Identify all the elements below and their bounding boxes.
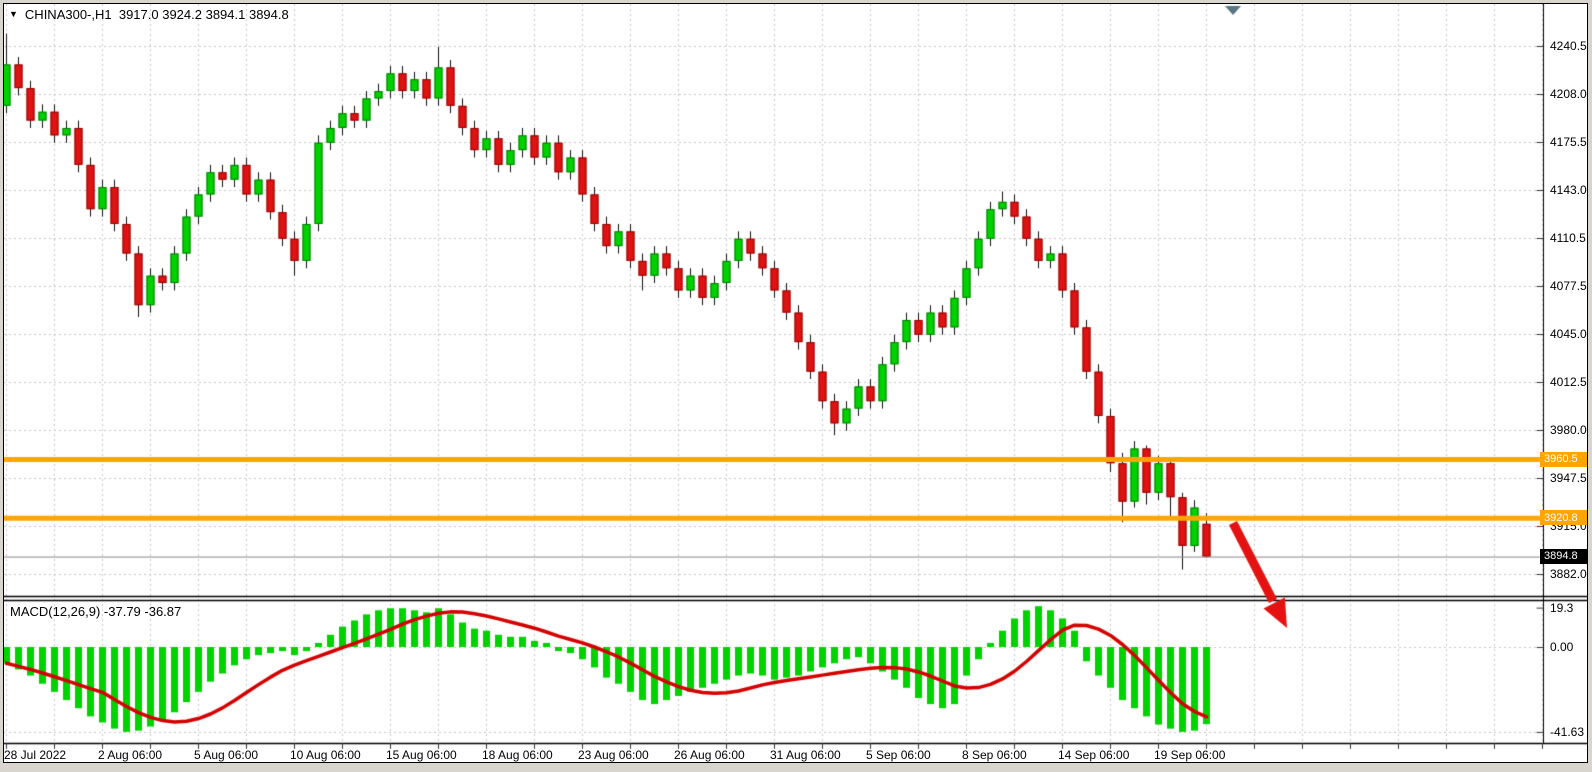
macd-indicator-label: MACD(12,26,9) -37.79 -36.87 [10, 604, 182, 619]
time-axis-label: 10 Aug 06:00 [290, 748, 361, 762]
current-price-tag: 3894.8 [1540, 548, 1587, 564]
time-axis-label: 5 Sep 06:00 [866, 748, 931, 762]
time-axis-label: 31 Aug 06:00 [770, 748, 841, 762]
time-axis-label: 19 Sep 06:00 [1154, 748, 1226, 762]
time-scale[interactable]: 28 Jul 2022 2 Aug 06:00 5 Aug 06:00 10 Aug … [4, 743, 1587, 762]
price-axis-label: 4143.0 [1550, 183, 1587, 197]
chart-plot-area[interactable] [4, 4, 1587, 762]
macd-axis-label: -41.63 [1550, 724, 1585, 739]
price-axis-label: 4077.5 [1550, 279, 1587, 293]
time-axis-label: 8 Sep 06:00 [962, 748, 1027, 762]
chart-title: ▼ CHINA300-,H1 3917.0 3924.2 3894.1 3894… [9, 7, 289, 22]
time-axis-label: 2 Aug 06:00 [98, 748, 163, 762]
price-axis-label: 4240.5 [1550, 39, 1587, 53]
price-axis-label: 3882.0 [1550, 567, 1587, 581]
time-axis-label: 28 Jul 2022 [4, 748, 67, 762]
time-axis-label: 15 Aug 06:00 [386, 748, 457, 762]
price-axis-label: 4045.0 [1550, 327, 1587, 341]
hline-price-tag: 3920.8 [1540, 510, 1587, 526]
macd-axis-label: 19.3 [1550, 600, 1574, 615]
time-axis-label: 26 Aug 06:00 [674, 748, 745, 762]
chart-window-frame: ▼ CHINA300-,H1 3917.0 3924.2 3894.1 3894… [3, 3, 1588, 763]
symbol-dropdown-icon[interactable]: ▼ [9, 9, 18, 19]
price-axis-label: 3947.5 [1550, 471, 1587, 485]
hline-price-tag: 3960.5 [1540, 451, 1587, 467]
price-axis-label: 4110.5 [1550, 231, 1586, 245]
time-axis-label: 23 Aug 06:00 [578, 748, 649, 762]
time-axis-label: 14 Sep 06:00 [1058, 748, 1130, 762]
price-axis-label: 3980.0 [1550, 423, 1587, 437]
time-axis-label: 18 Aug 06:00 [482, 748, 553, 762]
price-axis-label: 4012.5 [1550, 375, 1587, 389]
time-axis-label: 5 Aug 06:00 [194, 748, 259, 762]
price-scale[interactable]: 4240.5 4208.0 4175.5 4143.0 4110.5 4077.5 4045… [1544, 4, 1587, 743]
price-axis-label: 4175.5 [1550, 135, 1587, 149]
price-axis-label: 4208.0 [1550, 87, 1587, 101]
chart-title-text: CHINA300-,H1 3917.0 3924.2 3894.1 3894.8 [24, 7, 289, 22]
macd-axis-label: 0.00 [1550, 640, 1574, 654]
